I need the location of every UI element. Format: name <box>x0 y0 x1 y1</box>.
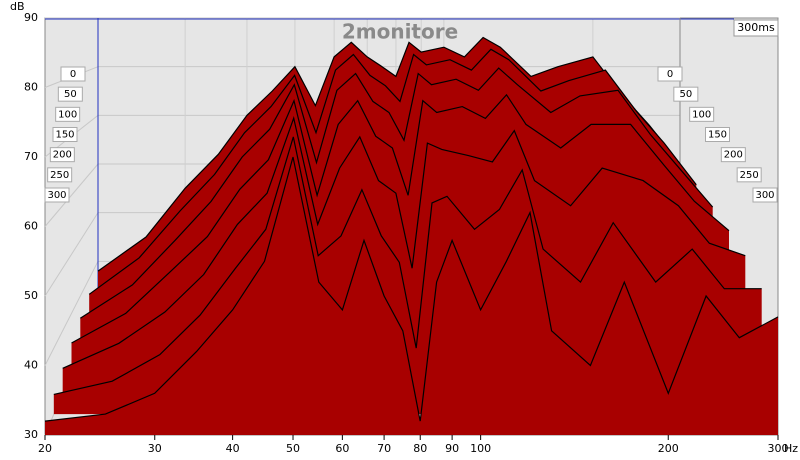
x-tick-label: 300 <box>768 442 789 455</box>
time-label-box <box>44 187 70 203</box>
time-label-box <box>657 66 683 82</box>
time-label-right: 300 <box>755 190 774 201</box>
time-label-left: 150 <box>55 130 74 141</box>
time-label-left: 300 <box>47 190 66 201</box>
x-tick-label: 50 <box>286 442 300 455</box>
slice-line <box>44 156 779 422</box>
slices <box>44 36 779 435</box>
slice-line <box>79 67 714 319</box>
time-label-left: 250 <box>50 170 69 181</box>
time-end-label: 300ms <box>737 21 775 34</box>
slice-line <box>71 93 730 344</box>
time-label-right: 100 <box>692 109 711 120</box>
time-label-right: 0 <box>667 69 673 80</box>
slice-fill <box>45 157 778 435</box>
grid-depth-line <box>44 163 99 227</box>
y-tick-label: 50 <box>24 289 38 302</box>
x-tick-label: 60 <box>335 442 349 455</box>
slice-line <box>97 36 681 272</box>
slice-line <box>53 136 762 395</box>
time-label-left: 100 <box>58 109 77 120</box>
x-tick-label: 30 <box>148 442 162 455</box>
x-tick-label: 200 <box>658 442 679 455</box>
time-label-box <box>736 167 762 183</box>
time-label-right: 50 <box>679 89 692 100</box>
grid-depth-line <box>44 261 99 366</box>
y-tick-label: 80 <box>24 81 38 94</box>
x-axis-label: Hz <box>784 442 798 455</box>
time-label-right: 250 <box>740 170 759 181</box>
slice-line <box>88 48 697 295</box>
time-label-box <box>57 86 83 102</box>
time-label-box <box>55 106 81 122</box>
time-label-box <box>720 147 746 163</box>
slice-line <box>62 115 746 369</box>
time-label-box <box>60 66 86 82</box>
time-label-box <box>49 147 75 163</box>
time-label-left: 50 <box>64 89 77 100</box>
time-label-box <box>47 167 73 183</box>
x-tick-label: 100 <box>470 442 491 455</box>
y-axis-label: dB <box>10 0 25 13</box>
x-tick-label: 70 <box>377 442 391 455</box>
x-tick-label: 20 <box>38 442 52 455</box>
time-label-right: 200 <box>724 150 743 161</box>
grid-depth-line <box>44 212 99 297</box>
chart-title: 2monitore <box>342 20 458 44</box>
time-label-right: 150 <box>708 130 727 141</box>
y-tick-label: 90 <box>24 11 38 24</box>
x-tick-label: 90 <box>445 442 459 455</box>
time-label-box <box>689 106 715 122</box>
time-end-box <box>733 19 779 37</box>
y-tick-label: 70 <box>24 150 38 163</box>
x-tick-label: 80 <box>413 442 427 455</box>
time-label-left: 0 <box>70 69 76 80</box>
time-label-left: 200 <box>53 150 72 161</box>
time-label-box <box>705 127 730 142</box>
y-tick-label: 40 <box>24 359 38 372</box>
time-label-box <box>752 187 778 203</box>
time-label-box <box>52 127 78 142</box>
y-tick-label: 30 <box>24 428 38 441</box>
y-tick-label: 60 <box>24 220 38 233</box>
time-label-box <box>673 86 699 102</box>
x-tick-label: 40 <box>226 442 240 455</box>
